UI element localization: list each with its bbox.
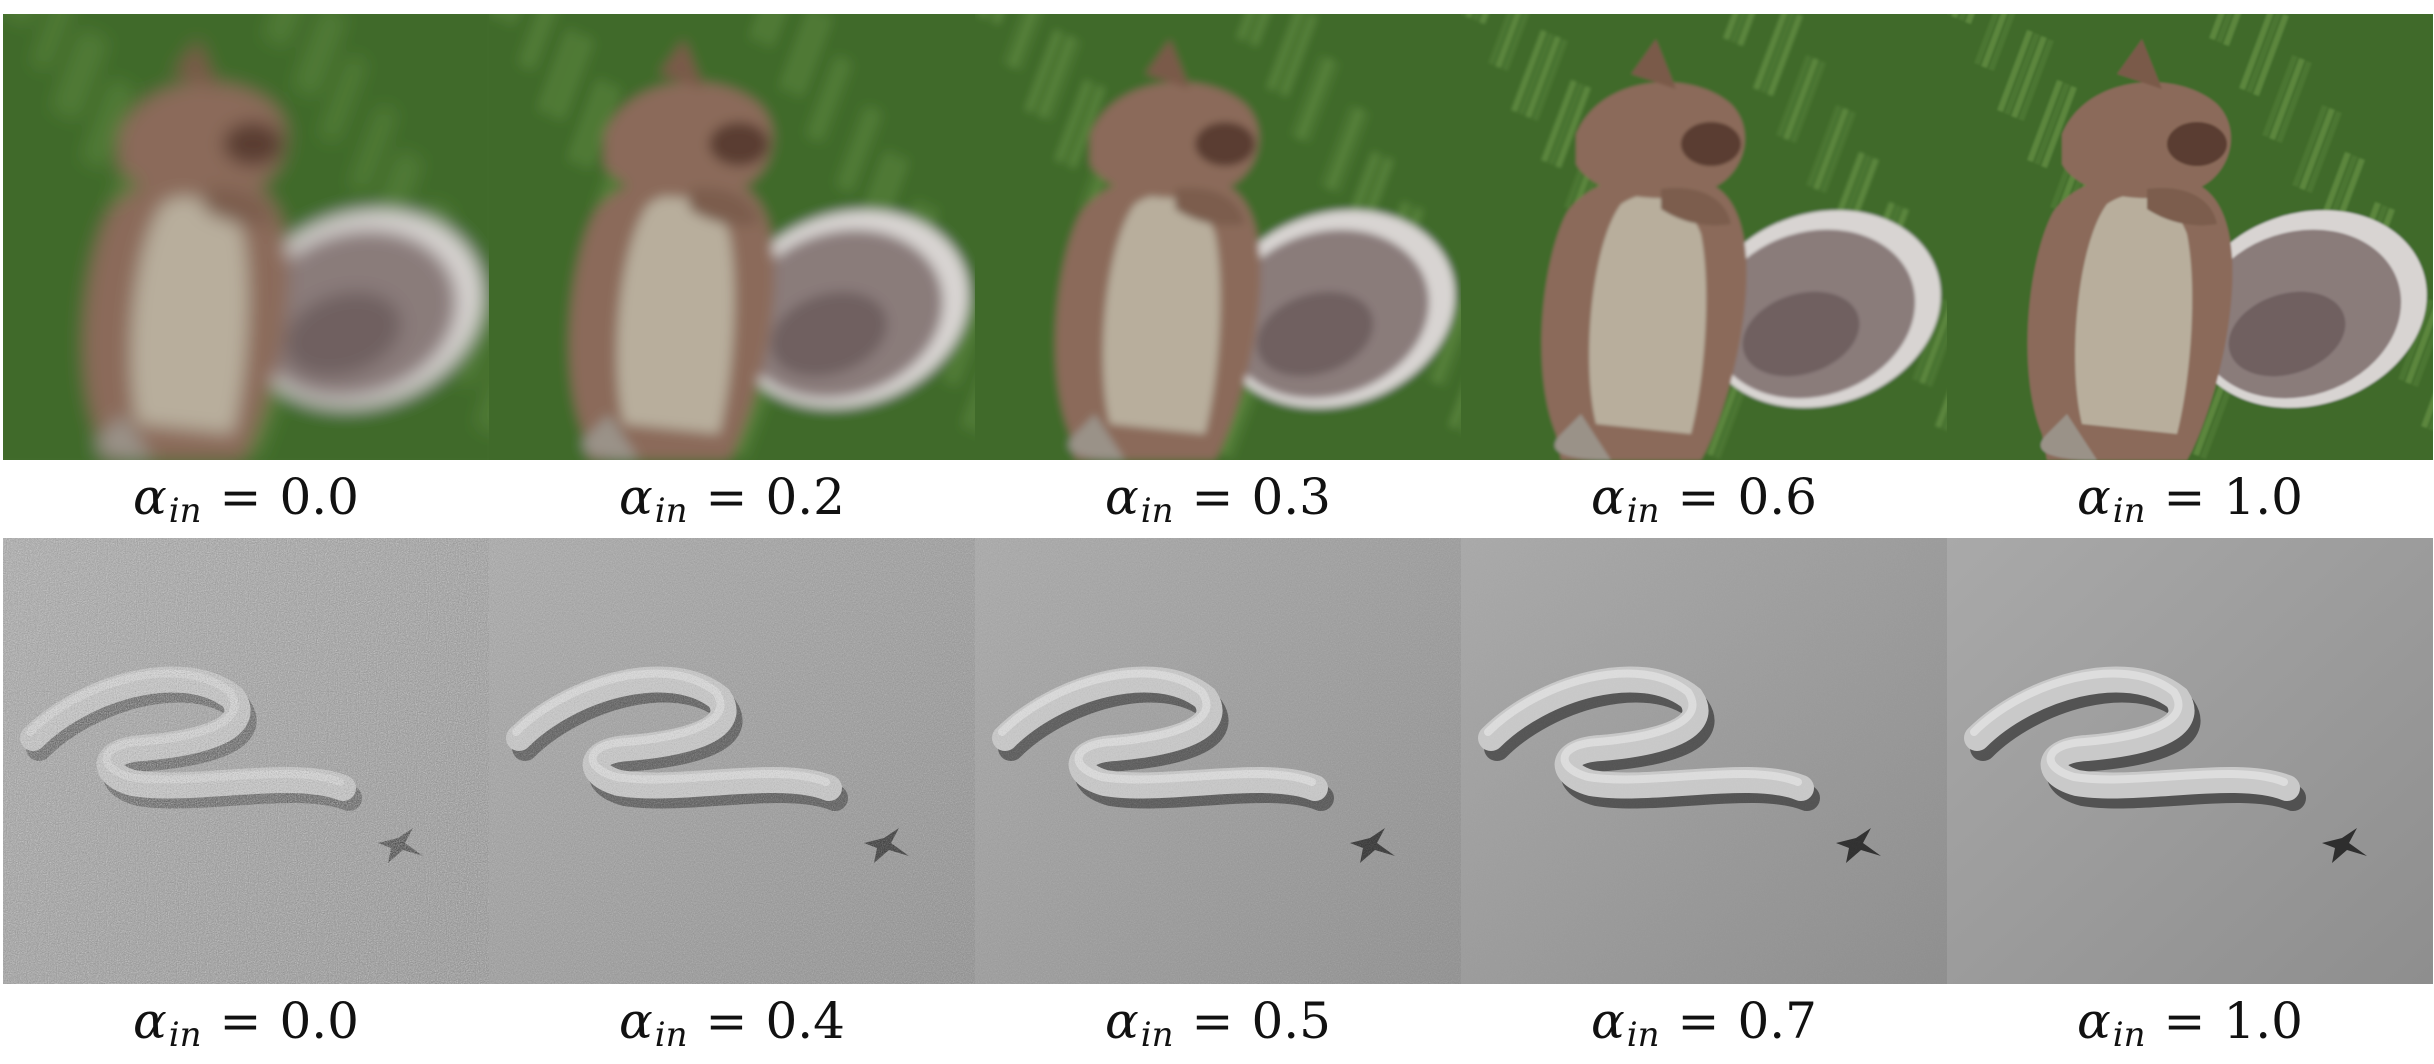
squirrel-captions: αin = 0.0 αin = 0.2 αin = 0.3 αin = 0.6 αin = 1.0 (0, 460, 2434, 531)
squirrel-panels (0, 14, 2434, 460)
snake-image-4 (1461, 538, 1947, 984)
squirrel-image-3 (975, 14, 1461, 460)
squirrel-image-5 (1947, 14, 2433, 460)
snake-panels (0, 538, 2434, 984)
caption: αin = 0.0 (133, 992, 359, 1055)
snake-image-1 (3, 538, 489, 984)
caption: αin = 0.0 (133, 468, 359, 531)
snake-image-5 (1947, 538, 2433, 984)
caption: αin = 1.0 (2077, 992, 2303, 1055)
snake-captions: αin = 0.0 αin = 0.4 αin = 0.5 αin = 0.7 αin = 1.0 (0, 984, 2434, 1055)
snake-row: αin = 0.0 αin = 0.4 αin = 0.5 αin = 0.7 αin = 1.0 (0, 538, 2434, 1055)
caption: αin = 0.3 (1105, 468, 1331, 531)
caption: αin = 0.4 (619, 992, 845, 1055)
caption: αin = 0.5 (1105, 992, 1331, 1055)
squirrel-row: αin = 0.0 αin = 0.2 αin = 0.3 αin = 0.6 αin = 1.0 (0, 14, 2434, 531)
snake-image-3 (975, 538, 1461, 984)
squirrel-image-1 (3, 14, 489, 460)
squirrel-image-4 (1461, 14, 1947, 460)
squirrel-image-2 (489, 14, 975, 460)
caption: αin = 0.7 (1591, 992, 1817, 1055)
caption: αin = 0.2 (619, 468, 845, 531)
caption: αin = 1.0 (2077, 468, 2303, 531)
caption: αin = 0.6 (1591, 468, 1817, 531)
snake-image-2 (489, 538, 975, 984)
